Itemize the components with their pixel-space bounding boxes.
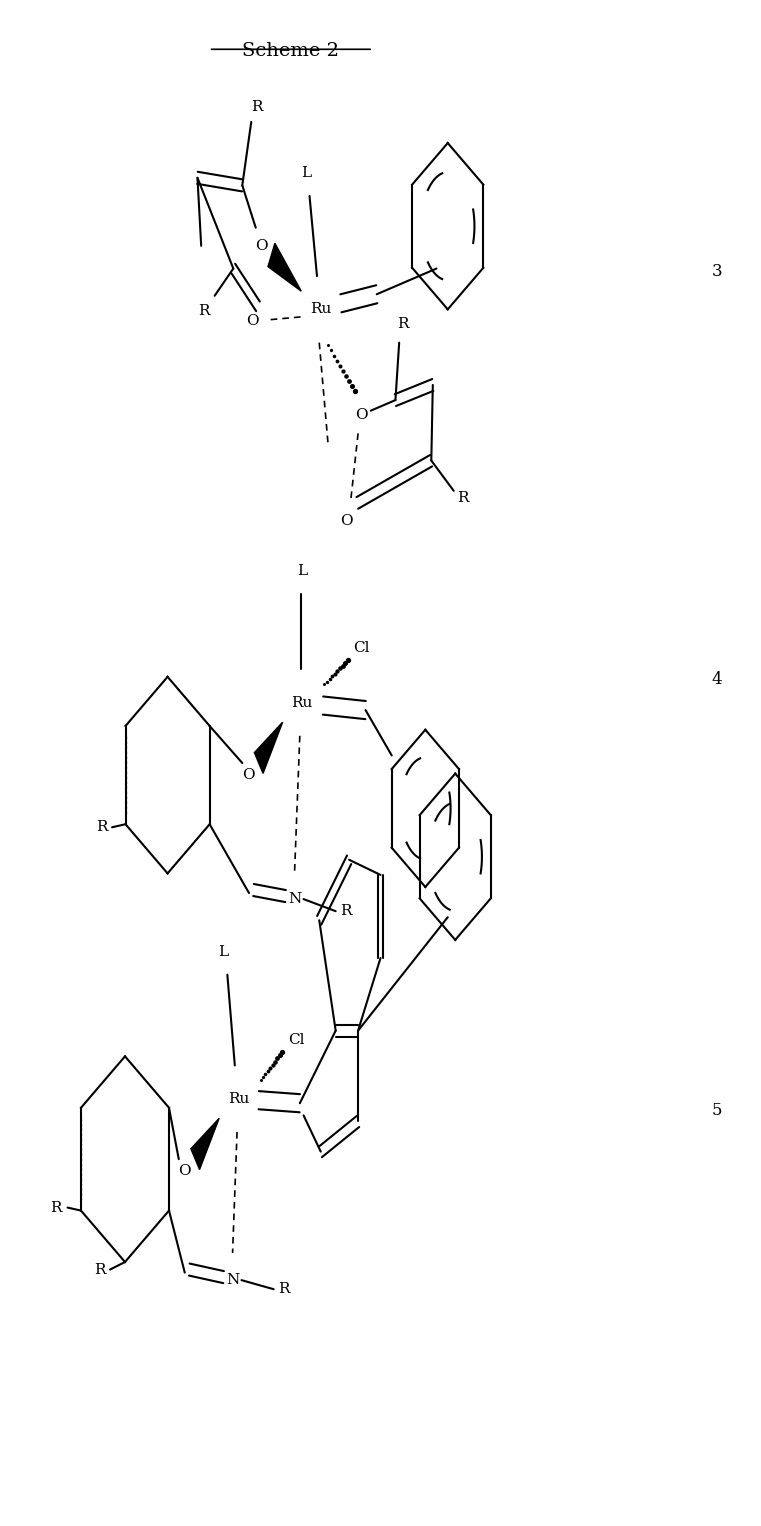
- Text: R: R: [50, 1201, 62, 1215]
- Text: Ru: Ru: [291, 696, 313, 710]
- Text: Scheme 2: Scheme 2: [242, 41, 339, 60]
- Text: R: R: [251, 99, 263, 114]
- Text: O: O: [246, 314, 258, 328]
- Text: R: R: [457, 491, 469, 505]
- Text: 5: 5: [712, 1102, 722, 1119]
- Text: 4: 4: [712, 671, 722, 688]
- Text: R: R: [397, 317, 409, 331]
- Text: O: O: [255, 240, 267, 253]
- Text: Ru: Ru: [228, 1091, 250, 1106]
- Text: R: R: [279, 1282, 290, 1296]
- Text: 3: 3: [712, 262, 722, 281]
- Text: Ru: Ru: [310, 302, 332, 316]
- Text: N: N: [226, 1273, 239, 1286]
- Text: Cl: Cl: [354, 641, 370, 655]
- Text: L: L: [297, 565, 307, 578]
- Text: O: O: [178, 1164, 191, 1178]
- Text: Cl: Cl: [288, 1033, 304, 1047]
- Text: O: O: [355, 409, 368, 423]
- Text: O: O: [341, 514, 353, 528]
- Text: R: R: [96, 821, 107, 835]
- Polygon shape: [268, 243, 301, 291]
- Text: O: O: [242, 768, 255, 783]
- Text: L: L: [301, 166, 310, 180]
- Polygon shape: [254, 722, 282, 774]
- Text: N: N: [288, 893, 301, 906]
- Text: R: R: [340, 905, 352, 919]
- Text: R: R: [198, 304, 209, 317]
- Polygon shape: [191, 1119, 219, 1169]
- Text: L: L: [218, 945, 228, 958]
- Text: R: R: [94, 1262, 105, 1277]
